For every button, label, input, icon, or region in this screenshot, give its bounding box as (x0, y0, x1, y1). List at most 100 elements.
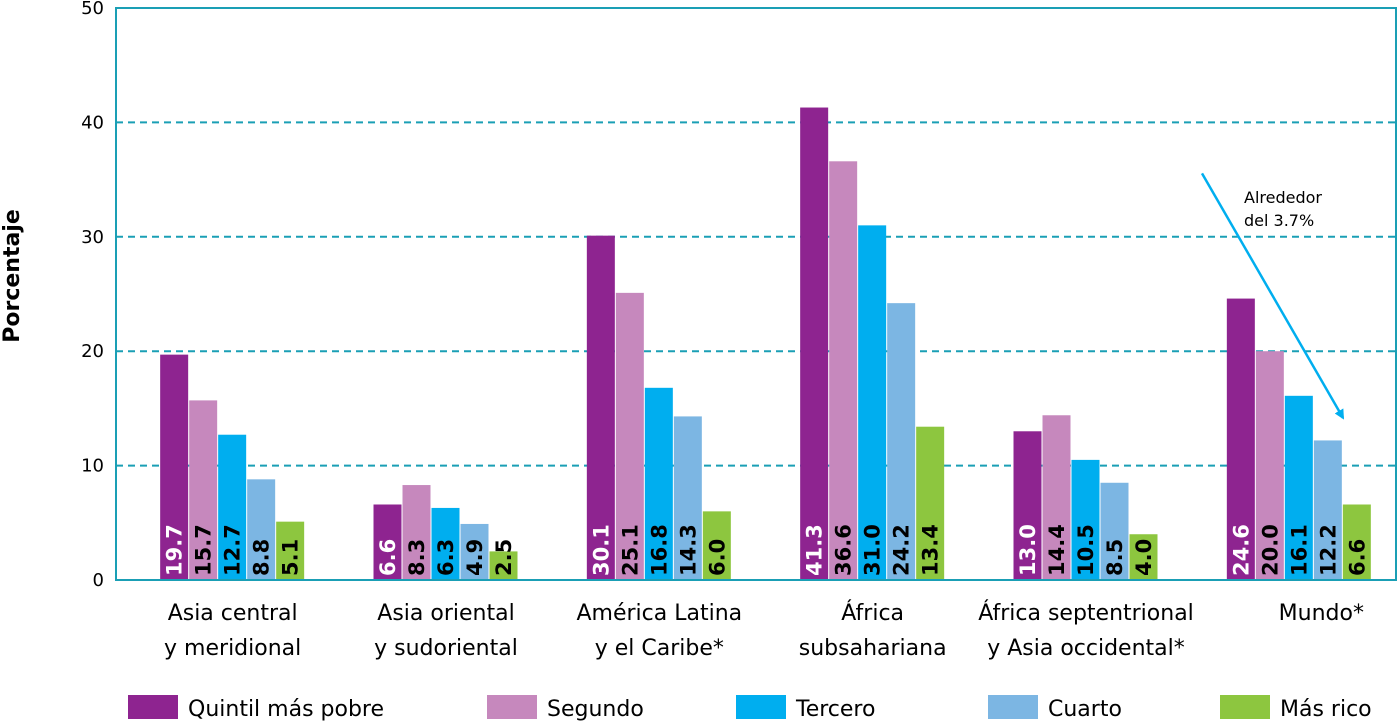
legend-label-0: Quintil más pobre (188, 697, 384, 722)
y-tick-label-20: 20 (81, 341, 104, 362)
category-label-4-1: y Asia occidental* (987, 636, 1185, 661)
bar-2-3 (673, 416, 702, 580)
annotation-text-0-0: Alrededor (1244, 188, 1322, 207)
bar-5-1 (1255, 351, 1284, 580)
category-label-1-1: y sudoriental (374, 636, 518, 661)
bar-2-2 (644, 387, 673, 580)
bar-5-3 (1313, 440, 1342, 580)
bar-2-1 (615, 292, 644, 580)
bar-value-label-0-4: 5.1 (279, 539, 303, 576)
bar-value-label-3-4: 13.4 (919, 524, 943, 576)
bar-value-label-5-3: 12.2 (1316, 524, 1340, 576)
legend-label-4: Más rico (1280, 697, 1372, 722)
annotations: Alrededor del 3.7% (1200, 172, 1345, 420)
category-label-3-0: África (841, 600, 904, 626)
annotation-arrow-0 (1200, 172, 1345, 420)
bar-value-label-2-4: 6.0 (705, 539, 729, 576)
bar-value-label-2-2: 16.8 (647, 524, 671, 576)
bar-5-4 (1342, 504, 1371, 580)
bar-4-4 (1129, 534, 1158, 580)
bar-value-label-5-4: 6.6 (1345, 539, 1369, 576)
bar-value-label-5-1: 20.0 (1258, 524, 1282, 576)
bar-1-0 (373, 504, 402, 580)
bar-4-0 (1013, 431, 1042, 580)
bar-0-0 (160, 354, 189, 580)
bar-5-2 (1284, 395, 1313, 580)
bar-0-3 (247, 479, 276, 580)
y-tick-label-50: 50 (81, 0, 104, 19)
bar-5-0 (1226, 298, 1255, 580)
bar-1-2 (431, 507, 460, 580)
legend-label-2: Tercero (795, 697, 875, 722)
legend-swatch-0 (128, 695, 178, 719)
y-axis-ticks: 0 10 20 30 40 50 (81, 0, 104, 591)
category-label-1-0: Asia oriental (377, 601, 514, 626)
bar-2-4 (702, 511, 731, 580)
bar-value-label-2-0: 30.1 (589, 524, 613, 576)
bar-value-label-1-4: 2.5 (492, 539, 516, 576)
bar-1-4 (489, 551, 518, 580)
bar-value-label-2-3: 14.3 (676, 524, 700, 576)
annotation-text-0-1: del 3.7% (1244, 211, 1314, 230)
bar-value-label-0-1: 15.7 (192, 524, 216, 576)
bar-value-label-1-3: 4.9 (463, 539, 487, 576)
bar-1-3 (460, 523, 489, 580)
bar-value-label-4-4: 4.0 (1132, 539, 1156, 576)
bar-3-3 (887, 303, 916, 580)
bar-4-2 (1071, 459, 1100, 580)
bar-3-2 (858, 225, 887, 581)
category-label-5-0: Mundo* (1279, 601, 1364, 626)
bar-value-label-0-0: 19.7 (163, 524, 187, 576)
bar-0-2 (218, 434, 247, 580)
bar-value-label-1-0: 6.6 (376, 539, 400, 576)
legend: Quintil más pobre Segundo Tercero Cuarto Más… (128, 695, 1372, 722)
bar-value-label-4-3: 8.5 (1103, 539, 1127, 576)
legend-swatch-4 (1220, 695, 1270, 719)
bar-3-0 (800, 107, 829, 580)
y-tick-label-0: 0 (93, 570, 104, 591)
legend-swatch-2 (736, 695, 786, 719)
category-label-2-1: y el Caribe* (595, 636, 724, 661)
legend-label-3: Cuarto (1048, 697, 1122, 722)
x-axis-categories: Asia central y meridional Asia oriental y s… (164, 600, 1364, 661)
category-label-2-0: América Latina (577, 601, 743, 626)
bar-value-label-4-1: 14.4 (1045, 524, 1069, 576)
bar-value-label-2-1: 25.1 (618, 524, 642, 576)
y-tick-label-30: 30 (81, 227, 104, 248)
bar-4-1 (1042, 415, 1071, 580)
legend-label-1: Segundo (547, 697, 644, 722)
y-axis-label: Porcentaje (0, 209, 25, 343)
category-label-3-1: subsahariana (799, 636, 947, 661)
category-label-4-0: África septentrional (978, 600, 1194, 626)
legend-swatch-1 (487, 695, 537, 719)
category-label-0-0: Asia central (168, 601, 298, 626)
bar-value-label-3-1: 36.6 (832, 524, 856, 576)
bar-value-label-0-2: 12.7 (221, 524, 245, 576)
bar-0-1 (189, 400, 218, 580)
bar-value-label-1-2: 6.3 (434, 539, 458, 576)
bar-value-label-4-0: 13.0 (1016, 524, 1040, 576)
bar-value-label-3-2: 31.0 (861, 524, 885, 576)
y-tick-label-10: 10 (81, 456, 104, 477)
y-tick-label-40: 40 (81, 112, 104, 133)
bar-value-label-3-3: 24.2 (890, 524, 914, 576)
bar-4-3 (1100, 482, 1129, 580)
bars: 19.7 6.6 30.1 41.3 13.0 24.6 15.7 8.3 25.1 36.6 14… (160, 107, 1371, 581)
bar-value-label-4-2: 10.5 (1074, 524, 1098, 576)
plot-frame (115, 7, 1397, 581)
bar-value-label-5-0: 24.6 (1229, 524, 1253, 576)
bar-3-4 (916, 426, 945, 580)
bar-value-label-5-2: 16.1 (1287, 524, 1311, 576)
bar-value-label-3-0: 41.3 (803, 524, 827, 576)
bar-0-4 (276, 521, 305, 580)
bar-1-1 (402, 485, 431, 580)
bar-3-1 (829, 161, 858, 580)
category-label-0-1: y meridional (164, 636, 301, 661)
plot-border (115, 7, 1397, 581)
legend-swatch-3 (988, 695, 1038, 719)
gridlines (116, 121, 1396, 467)
bar-value-label-1-1: 8.3 (405, 539, 429, 576)
bar-2-0 (586, 235, 615, 580)
bar-value-label-0-3: 8.8 (250, 539, 274, 576)
